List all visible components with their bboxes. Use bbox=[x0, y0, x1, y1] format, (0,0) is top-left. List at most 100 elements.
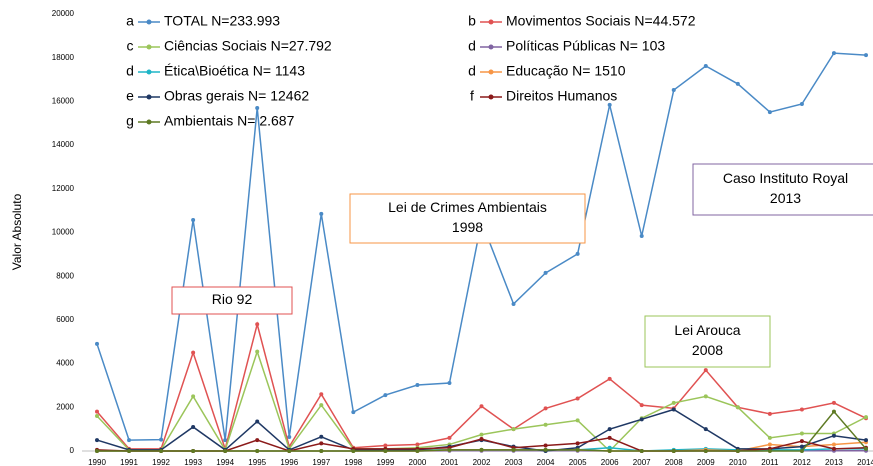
legend-letter: f bbox=[470, 88, 474, 104]
point bbox=[543, 270, 548, 275]
point bbox=[191, 449, 196, 453]
point bbox=[95, 341, 99, 346]
point bbox=[255, 449, 260, 453]
point bbox=[319, 403, 324, 408]
x-tick-label: 2007 bbox=[633, 458, 651, 466]
point bbox=[127, 438, 132, 443]
x-tick-label: 1993 bbox=[184, 458, 202, 466]
point bbox=[799, 444, 804, 449]
point bbox=[799, 449, 804, 453]
x-tick-label: 1999 bbox=[376, 458, 394, 466]
point bbox=[735, 405, 740, 410]
point bbox=[415, 442, 420, 447]
legend-marker bbox=[488, 19, 494, 25]
point bbox=[255, 438, 260, 443]
y-tick-label: 0 bbox=[70, 446, 75, 455]
point bbox=[223, 438, 228, 443]
x-tick-label: 1994 bbox=[216, 458, 234, 466]
point bbox=[191, 424, 196, 429]
legend-marker bbox=[488, 69, 494, 75]
point bbox=[287, 435, 292, 440]
y-tick-label: 2000 bbox=[56, 402, 74, 411]
y-tick-label: 6000 bbox=[56, 315, 74, 324]
legend-letter: d bbox=[126, 63, 134, 79]
x-tick-label: 1995 bbox=[248, 458, 266, 466]
legend-label: TOTAL N=233.993 bbox=[164, 13, 280, 29]
point bbox=[671, 407, 676, 412]
point bbox=[799, 439, 804, 444]
legend-label: Políticas Públicas N= 103 bbox=[506, 38, 665, 54]
point bbox=[575, 251, 580, 256]
point bbox=[319, 449, 324, 453]
legend-marker bbox=[146, 119, 152, 125]
point bbox=[479, 447, 484, 452]
point bbox=[735, 81, 740, 86]
point bbox=[831, 51, 836, 56]
point bbox=[415, 383, 420, 388]
point bbox=[607, 445, 612, 450]
legend-letter: e bbox=[126, 88, 134, 104]
point bbox=[511, 427, 516, 432]
y-tick-label: 4000 bbox=[56, 359, 74, 368]
legend-letter: d bbox=[468, 38, 476, 54]
point bbox=[703, 394, 708, 399]
point bbox=[864, 53, 868, 58]
point bbox=[703, 427, 708, 432]
point bbox=[447, 435, 452, 440]
legend-label: Ética\Bioética N= 1143 bbox=[164, 63, 305, 79]
x-tick-label: 2001 bbox=[441, 458, 459, 466]
point bbox=[671, 88, 676, 93]
point bbox=[191, 394, 196, 399]
point bbox=[703, 449, 708, 453]
point bbox=[447, 447, 452, 452]
point bbox=[447, 381, 452, 386]
x-tick-label: 2000 bbox=[409, 458, 427, 466]
annotation-text: 2008 bbox=[692, 342, 723, 358]
legend-letter: a bbox=[126, 13, 134, 29]
point bbox=[639, 403, 644, 408]
point bbox=[831, 409, 836, 414]
annotation-text: Lei Arouca bbox=[674, 322, 740, 338]
x-tick-label: 1997 bbox=[312, 458, 330, 466]
point bbox=[191, 218, 196, 223]
legend-label: Direitos Humanos bbox=[506, 88, 617, 104]
y-tick-label: 12000 bbox=[52, 184, 75, 193]
legend-letter: b bbox=[468, 13, 476, 29]
x-tick-label: 2006 bbox=[601, 458, 619, 466]
point bbox=[319, 441, 324, 446]
point bbox=[671, 449, 676, 453]
annotation-box bbox=[644, 315, 771, 368]
point bbox=[767, 442, 772, 447]
point bbox=[543, 406, 548, 411]
legend-label: Movimentos Sociais N=44.572 bbox=[506, 13, 696, 29]
y-tick-label: 16000 bbox=[52, 97, 75, 106]
y-axis-label: Valor Absoluto bbox=[10, 193, 24, 270]
x-tick-label: 2013 bbox=[825, 458, 843, 466]
point bbox=[607, 102, 612, 107]
point bbox=[95, 449, 99, 453]
y-tick-label: 8000 bbox=[56, 271, 74, 280]
point bbox=[255, 349, 260, 354]
point bbox=[319, 392, 324, 397]
annotation-text: 2013 bbox=[770, 190, 801, 206]
point bbox=[511, 447, 516, 452]
point bbox=[287, 449, 292, 453]
y-tick-label: 20000 bbox=[52, 9, 75, 18]
legend-marker bbox=[488, 94, 494, 100]
y-tick-label: 10000 bbox=[52, 228, 75, 237]
point bbox=[543, 422, 548, 427]
point bbox=[864, 446, 868, 451]
x-tick-label: 2003 bbox=[505, 458, 523, 466]
point bbox=[223, 449, 228, 453]
point bbox=[479, 432, 484, 437]
point bbox=[351, 410, 356, 415]
x-tick-label: 2004 bbox=[537, 458, 555, 466]
legend-marker bbox=[146, 44, 152, 50]
x-tick-label: 1998 bbox=[344, 458, 362, 466]
annotation-box bbox=[692, 163, 873, 216]
point bbox=[864, 415, 868, 420]
x-tick-label: 2002 bbox=[473, 458, 491, 466]
point bbox=[543, 447, 548, 452]
point bbox=[319, 211, 324, 216]
